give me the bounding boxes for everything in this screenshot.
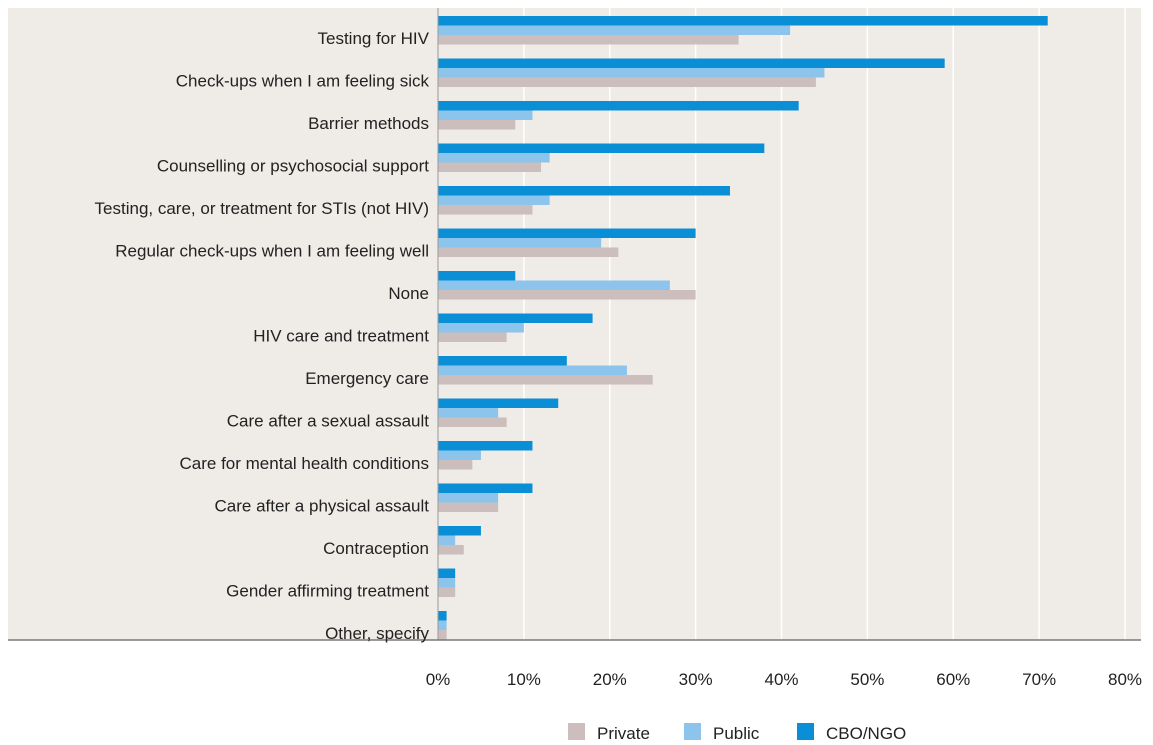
bar-cbo-ngo: [438, 271, 516, 281]
bar-cbo-ngo: [438, 186, 730, 196]
category-label: Other, specify: [325, 624, 429, 643]
bar-private: [438, 35, 739, 45]
bar-public: [438, 535, 456, 545]
category-label: Care after a sexual assault: [227, 412, 429, 431]
bar-cbo-ngo: [438, 101, 799, 111]
category-label: Barrier methods: [308, 114, 429, 133]
legend-swatch-private: [568, 723, 585, 740]
legend-swatch-cbo-ngo: [797, 723, 814, 740]
bar-cbo-ngo: [438, 611, 447, 621]
x-tick-label: 60%: [936, 670, 970, 689]
category-label: Check-ups when I am feeling sick: [176, 72, 430, 91]
x-tick-label: 0%: [426, 670, 451, 689]
legend-label-cbo-ngo: CBO/NGO: [826, 724, 906, 743]
category-label: Emergency care: [305, 369, 429, 388]
bar-public: [438, 493, 499, 503]
bar-private: [438, 417, 507, 427]
bar-cbo-ngo: [438, 398, 559, 408]
bar-cbo-ngo: [438, 356, 567, 366]
bar-cbo-ngo: [438, 143, 765, 153]
category-label: Testing for HIV: [318, 29, 430, 48]
x-tick-label: 40%: [764, 670, 798, 689]
bar-private: [438, 502, 499, 512]
bar-public: [438, 68, 825, 78]
category-labels: Testing for HIV Check-ups when I am feeli…: [95, 29, 430, 643]
bar-cbo-ngo: [438, 16, 1048, 26]
bar-private: [438, 247, 619, 257]
bar-cbo-ngo: [438, 58, 945, 68]
bar-private: [438, 587, 456, 597]
bar-private: [438, 460, 473, 470]
category-label: Testing, care, or treatment for STIs (no…: [95, 199, 429, 218]
bar-cbo-ngo: [438, 313, 593, 323]
x-tick-label: 20%: [593, 670, 627, 689]
bar-public: [438, 578, 456, 588]
bar-public: [438, 153, 550, 163]
x-tick-labels: 0% 10% 20% 30% 40% 50% 60% 70% 80%: [426, 670, 1142, 689]
category-label: Regular check-ups when I am feeling well: [115, 242, 429, 261]
category-label: Counselling or psychosocial support: [157, 157, 429, 176]
x-tick-label: 80%: [1108, 670, 1142, 689]
bar-private: [438, 205, 533, 215]
bar-private: [438, 332, 507, 342]
legend: Private Public CBO/NGO: [568, 723, 906, 743]
bar-public: [438, 450, 481, 460]
bar-public: [438, 195, 550, 205]
bar-cbo-ngo: [438, 483, 533, 493]
bar-private: [438, 120, 516, 130]
bar-cbo-ngo: [438, 441, 533, 451]
bar-private: [438, 77, 816, 87]
bar-public: [438, 408, 499, 418]
bar-public: [438, 110, 533, 120]
x-tick-label: 10%: [507, 670, 541, 689]
plot-background: [8, 8, 1141, 640]
x-tick-label: 70%: [1022, 670, 1056, 689]
bar-private: [438, 630, 447, 640]
category-label: Gender affirming treatment: [226, 582, 429, 601]
category-label: Care for mental health conditions: [180, 454, 429, 473]
bar-private: [438, 290, 696, 300]
x-tick-label: 30%: [679, 670, 713, 689]
category-label: None: [388, 284, 429, 303]
bar-private: [438, 375, 653, 385]
bar-public: [438, 620, 447, 630]
bar-public: [438, 238, 602, 248]
bars: [438, 16, 1048, 640]
bar-public: [438, 25, 791, 35]
legend-label-public: Public: [713, 724, 760, 743]
bar-private: [438, 545, 464, 555]
category-label: Contraception: [323, 539, 429, 558]
bar-public: [438, 280, 670, 290]
legend-swatch-public: [684, 723, 701, 740]
x-tick-label: 50%: [850, 670, 884, 689]
bar-private: [438, 162, 542, 172]
bar-cbo-ngo: [438, 228, 696, 238]
bar-cbo-ngo: [438, 526, 481, 536]
bar-public: [438, 365, 627, 375]
bar-public: [438, 323, 524, 333]
legend-label-private: Private: [597, 724, 650, 743]
category-label: HIV care and treatment: [253, 327, 429, 346]
bar-cbo-ngo: [438, 568, 456, 578]
category-label: Care after a physical assault: [215, 497, 430, 516]
